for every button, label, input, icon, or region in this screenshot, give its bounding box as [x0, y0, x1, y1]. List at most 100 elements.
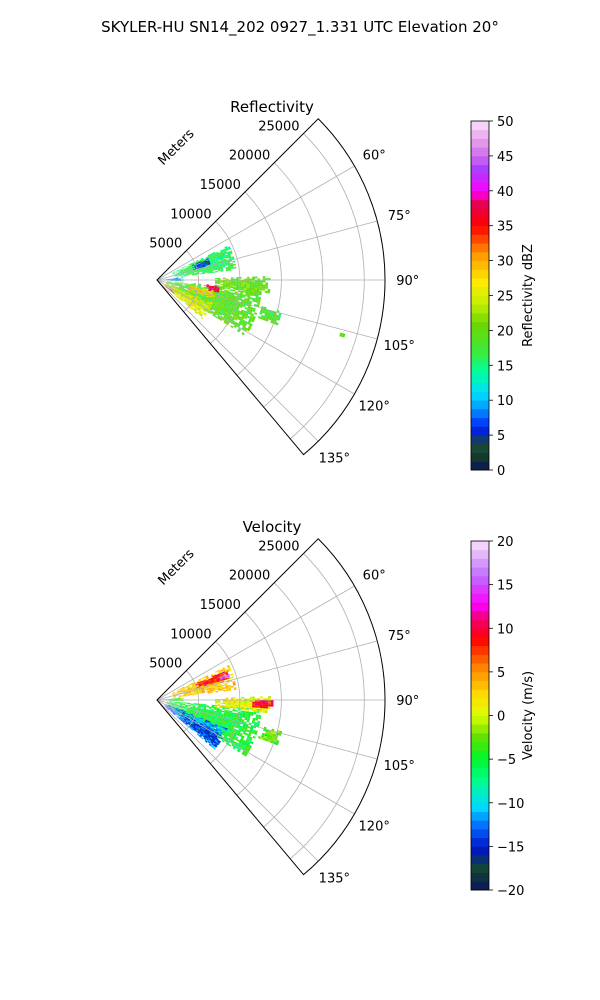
echo-gate — [184, 706, 188, 708]
echo-gate — [175, 289, 178, 291]
echo-gate — [225, 700, 229, 702]
echo-gate — [191, 712, 194, 714]
colorbar-band — [471, 356, 489, 366]
azimuth-gridline — [156, 279, 319, 442]
echo-gate — [180, 289, 184, 291]
echo-gate — [223, 296, 226, 299]
echo-gate — [211, 285, 215, 288]
echo-gate — [254, 709, 257, 712]
echo-gate — [203, 313, 207, 316]
echo-gate — [215, 712, 219, 714]
echo-gate — [175, 693, 178, 695]
echo-gate — [200, 681, 204, 684]
echo-gate — [177, 692, 181, 694]
echo-gate — [200, 708, 204, 711]
echo-gate — [246, 720, 250, 723]
echo-gate — [172, 713, 175, 716]
echo-gate — [193, 304, 196, 308]
echo-gate — [241, 752, 245, 756]
echo-gate — [222, 286, 225, 289]
echo-gate — [211, 733, 215, 737]
echo-gate — [215, 713, 219, 716]
colorbar-tick-label: 40 — [497, 185, 514, 200]
echo-gate — [221, 290, 225, 293]
echo-gate — [218, 728, 222, 731]
echo-gate — [245, 711, 249, 714]
echo-gate — [240, 737, 244, 740]
echo-gate — [208, 707, 212, 709]
echo-gate — [179, 296, 183, 299]
colorbar-label: Reflectivity dBZ — [521, 244, 536, 347]
echo-gate — [220, 303, 224, 307]
echo-gate — [189, 289, 193, 291]
echo-gate — [254, 276, 258, 279]
colorbar-band — [471, 610, 489, 620]
echo-gate — [176, 705, 180, 707]
colorbar-tick-label: −20 — [497, 884, 524, 899]
echo-gate — [220, 723, 224, 727]
echo-gate — [202, 263, 206, 266]
echo-gate — [194, 302, 198, 305]
echo-gate — [222, 318, 226, 322]
echo-gate — [239, 295, 243, 298]
echo-gate — [227, 287, 231, 289]
echo-gate — [179, 286, 182, 289]
echo-gate — [213, 719, 217, 722]
echo-gate — [244, 314, 248, 318]
echo-gate — [199, 299, 203, 302]
echo-gate — [182, 297, 186, 300]
echo-gate — [204, 730, 208, 733]
echo-gate — [194, 727, 197, 730]
echo-gate — [211, 729, 215, 732]
echo-gate — [168, 285, 171, 288]
echo-gate — [182, 705, 185, 707]
echo-gate — [198, 705, 202, 707]
echo-gate — [222, 284, 226, 286]
echo-gate — [190, 714, 193, 717]
echo-gate — [226, 670, 230, 673]
echo-gate — [239, 305, 243, 308]
echo-gate — [204, 684, 207, 687]
echo-gate — [246, 729, 250, 733]
echo-gate — [242, 739, 246, 743]
echo-gate — [191, 302, 195, 305]
echo-gate — [188, 721, 191, 724]
echo-gate — [210, 731, 214, 734]
echo-gate — [234, 317, 238, 321]
echo-gate — [179, 702, 183, 704]
echo-gate — [221, 678, 225, 681]
echo-gate — [181, 287, 185, 289]
echo-gate — [213, 288, 217, 290]
echo-gate — [196, 299, 200, 302]
echo-gate — [167, 287, 170, 289]
colorbar-band — [471, 269, 489, 279]
echo-gate — [186, 300, 190, 303]
echo-gate — [237, 304, 241, 308]
echo-gate — [191, 292, 194, 294]
echo-gate — [221, 727, 225, 731]
echo-gate — [199, 692, 203, 694]
echo-gate — [178, 698, 181, 700]
echo-gate — [211, 706, 215, 709]
echo-gate — [205, 256, 209, 259]
echo-gate — [214, 287, 217, 289]
echo-gate — [179, 270, 183, 272]
echo-gate — [267, 739, 272, 743]
echo-gate — [187, 688, 191, 690]
colorbar-band — [471, 278, 489, 288]
echo-gate — [213, 307, 217, 310]
echo-gate — [168, 703, 172, 705]
echo-gate — [170, 286, 174, 288]
echo-gate — [232, 740, 236, 744]
echo-gate — [206, 297, 209, 300]
echo-gate — [259, 286, 263, 289]
echo-gate — [227, 684, 231, 687]
echo-gate — [210, 740, 214, 744]
echo-gate — [191, 303, 194, 306]
echo-gate — [173, 287, 176, 290]
echo-gate — [249, 705, 253, 708]
echo-gate — [204, 714, 208, 717]
echo-gate — [173, 287, 176, 289]
echo-gate — [226, 714, 230, 717]
echo-gate — [219, 685, 223, 687]
